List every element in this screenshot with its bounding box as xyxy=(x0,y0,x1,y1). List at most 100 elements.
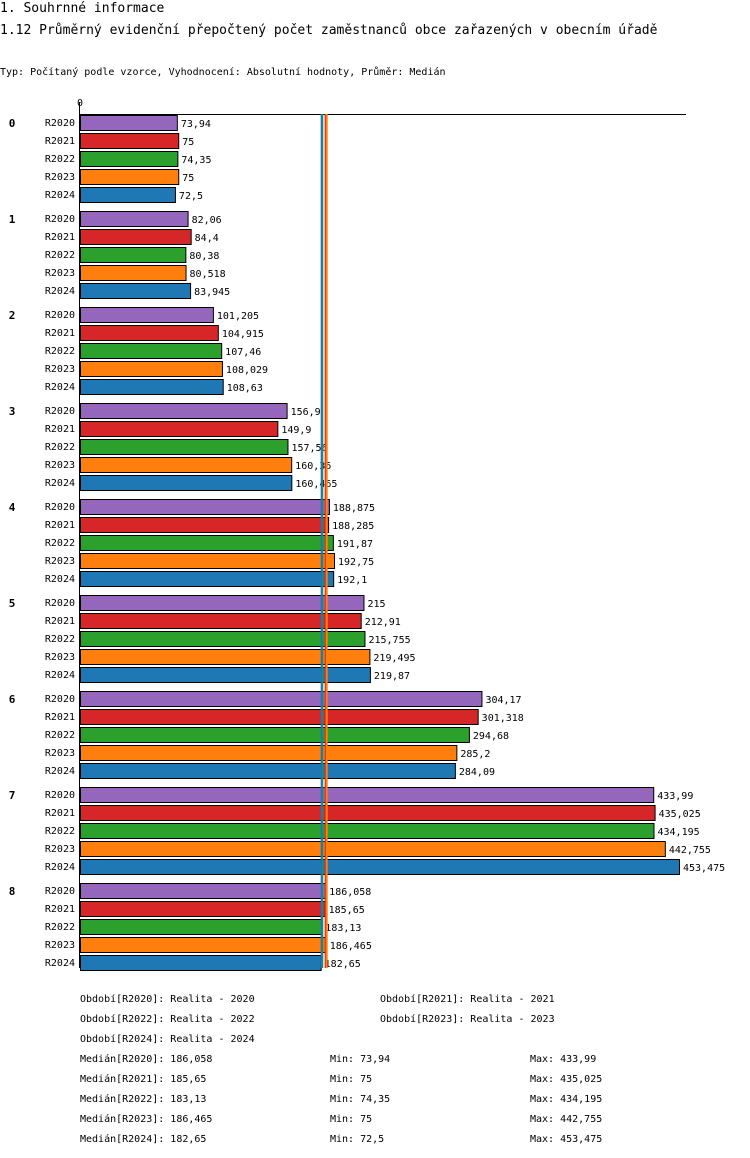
bar-4-r2022 xyxy=(80,535,334,551)
bar-4-r2021 xyxy=(80,517,330,533)
series-label-r2022: R2022 xyxy=(45,634,75,645)
legend-period-r2022: Období[R2022]: Realita - 2022 xyxy=(80,1014,255,1025)
median-r2021: Medián[R2021]: 185,65 xyxy=(80,1074,207,1085)
median-r2024: Medián[R2024]: 182,65 xyxy=(80,1134,207,1145)
series-label-r2022: R2022 xyxy=(45,538,75,549)
value-label-8-r2020: 186,058 xyxy=(329,887,371,898)
series-label-r2020: R2020 xyxy=(45,694,75,705)
value-label-6-r2024: 284,09 xyxy=(459,767,495,778)
series-label-r2023: R2023 xyxy=(45,556,75,567)
series-label-r2020: R2020 xyxy=(45,790,75,801)
bar-6-r2023 xyxy=(80,745,458,761)
bar-4-r2023 xyxy=(80,553,336,569)
bar-7-r2023 xyxy=(80,841,666,857)
value-label-3-r2021: 149,9 xyxy=(281,425,311,436)
value-label-4-r2020: 188,875 xyxy=(333,503,375,514)
value-label-6-r2020: 304,17 xyxy=(485,695,521,706)
bar-1-r2022 xyxy=(80,247,187,263)
series-label-r2024: R2024 xyxy=(45,478,75,489)
value-label-0-r2021: 75 xyxy=(182,137,194,148)
bar-6-r2020 xyxy=(80,691,483,707)
series-label-r2022: R2022 xyxy=(45,154,75,165)
series-label-r2023: R2023 xyxy=(45,940,75,951)
median-r2023: Medián[R2023]: 186,465 xyxy=(80,1114,213,1125)
value-label-1-r2022: 80,38 xyxy=(189,251,219,262)
bar-4-r2020 xyxy=(80,499,330,515)
value-label-2-r2022: 107,46 xyxy=(225,347,261,358)
value-label-8-r2024: 182,65 xyxy=(325,959,361,970)
series-label-r2020: R2020 xyxy=(45,502,75,513)
min-r2022: Min: 74,35 xyxy=(330,1094,391,1105)
category-label-7: 7 xyxy=(9,789,16,802)
max-r2020: Max: 433,99 xyxy=(530,1054,597,1065)
bar-5-r2021 xyxy=(80,613,362,629)
value-label-0-r2023: 75 xyxy=(182,173,194,184)
value-label-7-r2020: 433,99 xyxy=(657,791,693,802)
series-label-r2023: R2023 xyxy=(45,460,75,471)
series-label-r2021: R2021 xyxy=(45,712,75,723)
bar-0-r2023 xyxy=(80,169,180,185)
value-label-5-r2020: 215 xyxy=(367,599,385,610)
value-label-0-r2020: 73,94 xyxy=(181,119,211,130)
bar-8-r2023 xyxy=(80,937,327,953)
series-label-r2021: R2021 xyxy=(45,232,75,243)
series-label-r2021: R2021 xyxy=(45,808,75,819)
value-label-3-r2023: 160,36 xyxy=(295,461,331,472)
value-label-8-r2022: 183,13 xyxy=(325,923,361,934)
median-r2022: Medián[R2022]: 183,13 xyxy=(80,1094,207,1105)
max-r2022: Max: 434,195 xyxy=(530,1094,603,1105)
series-label-r2022: R2022 xyxy=(45,826,75,837)
bar-1-r2023 xyxy=(80,265,187,281)
bar-1-r2020 xyxy=(80,211,189,227)
series-label-r2022: R2022 xyxy=(45,730,75,741)
series-label-r2024: R2024 xyxy=(45,382,75,393)
chart-title: 1.12 Průměrný evidenční přepočtený počet… xyxy=(0,23,658,38)
value-label-6-r2023: 285,2 xyxy=(460,749,490,760)
value-label-5-r2024: 219,87 xyxy=(374,671,410,682)
bar-8-r2024 xyxy=(80,955,322,971)
max-r2021: Max: 435,025 xyxy=(530,1074,603,1085)
min-r2023: Min: 75 xyxy=(330,1114,373,1125)
series-label-r2023: R2023 xyxy=(45,652,75,663)
series-label-r2020: R2020 xyxy=(45,310,75,321)
bar-3-r2022 xyxy=(80,439,289,455)
legend-period-r2021: Období[R2021]: Realita - 2021 xyxy=(380,994,555,1005)
bar-7-r2024 xyxy=(80,859,680,875)
bar-0-r2020 xyxy=(80,115,178,131)
bar-2-r2023 xyxy=(80,361,223,377)
category-label-1: 1 xyxy=(9,213,16,226)
bar-5-r2024 xyxy=(80,667,371,683)
legend-period-r2023: Období[R2023]: Realita - 2023 xyxy=(380,1014,555,1025)
median-r2020: Medián[R2020]: 186,058 xyxy=(80,1054,213,1065)
value-label-0-r2024: 72,5 xyxy=(179,191,203,202)
series-label-r2023: R2023 xyxy=(45,748,75,759)
bar-5-r2020 xyxy=(80,595,365,611)
series-label-r2023: R2023 xyxy=(45,268,75,279)
bar-0-r2021 xyxy=(80,133,180,149)
value-label-2-r2021: 104,915 xyxy=(222,329,264,340)
bar-7-r2022 xyxy=(80,823,655,839)
bar-2-r2021 xyxy=(80,325,219,341)
max-r2024: Max: 453,475 xyxy=(530,1134,603,1145)
value-label-7-r2021: 435,025 xyxy=(659,809,701,820)
series-label-r2024: R2024 xyxy=(45,286,75,297)
bar-3-r2021 xyxy=(80,421,279,437)
bar-7-r2021 xyxy=(80,805,656,821)
bar-chart: 00R202073,94R202175R202274,35R202375R202… xyxy=(9,98,725,971)
series-label-r2024: R2024 xyxy=(45,958,75,969)
series-label-r2024: R2024 xyxy=(45,670,75,681)
min-r2021: Min: 75 xyxy=(330,1074,373,1085)
value-label-1-r2024: 83,945 xyxy=(194,287,230,298)
value-label-3-r2022: 157,56 xyxy=(291,443,327,454)
series-label-r2021: R2021 xyxy=(45,520,75,531)
value-label-3-r2020: 156,9 xyxy=(291,407,321,418)
value-label-5-r2022: 215,755 xyxy=(368,635,410,646)
series-label-r2022: R2022 xyxy=(45,346,75,357)
value-label-1-r2021: 84,4 xyxy=(195,233,219,244)
bar-2-r2022 xyxy=(80,343,223,359)
bar-1-r2024 xyxy=(80,283,192,299)
bar-7-r2020 xyxy=(80,787,655,803)
value-label-1-r2020: 82,06 xyxy=(192,215,222,226)
value-label-7-r2023: 442,755 xyxy=(669,845,711,856)
series-label-r2020: R2020 xyxy=(45,118,75,129)
